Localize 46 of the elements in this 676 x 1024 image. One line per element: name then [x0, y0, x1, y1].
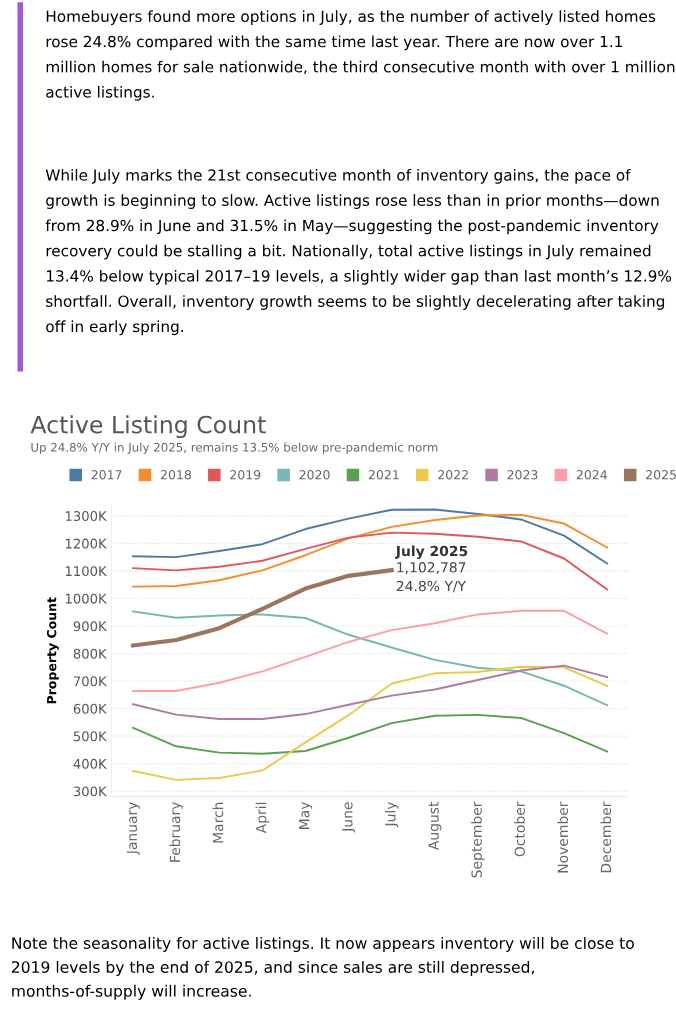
line-series	[132, 531, 609, 591]
x-tick-label: June	[342, 802, 356, 833]
legend-label: 2024	[576, 470, 607, 480]
y-tick-label: 600K	[73, 703, 107, 714]
x-tick-label: April	[255, 802, 270, 834]
text: Note the seasonality for active listings. It now appears inventory will be close to 2019 levels by the end of 2025, and since sales are still depressed, months-of-supply will increase.	[11, 936, 634, 1000]
chart-subtitle: Up 24.8% Y/Y in July 2025, remains 13.5% below pre-pandemic norm	[31, 442, 438, 455]
x-tick-label: July	[384, 801, 399, 828]
x-tick-label: October	[514, 801, 525, 857]
legend-label: 2018	[160, 470, 191, 480]
y-tick-label: 900K	[73, 621, 107, 632]
line-series	[132, 664, 609, 720]
line-series	[132, 610, 609, 707]
legend-label: 2021	[368, 470, 399, 480]
legend-label: 2025	[646, 470, 676, 480]
x-tick-label: May	[299, 801, 313, 829]
x-tick-label: February	[169, 801, 183, 862]
annotation: July 2025 1,102,787 24.8% Y/Y	[395, 545, 468, 593]
line-series	[132, 713, 609, 755]
y-tick-label: 700K	[73, 676, 107, 687]
legend-label: 2017	[91, 470, 122, 480]
y-axis-title: Property Count	[46, 597, 59, 704]
x-tick-label: December	[600, 801, 612, 873]
text: Homebuyers found more options in July, as the number of actively listed homes rose 24.8% compared with the same time last year. There are now over 1.1 million homes for sale nationwide, the third consecutive month with over 1 million active listings.	[46, 10, 675, 101]
y-tick-label: 800K	[73, 648, 107, 659]
line-series	[131, 568, 394, 648]
x-tick-label: March	[212, 802, 224, 843]
x-tick-label: January	[126, 801, 140, 855]
text: While July marks the 21st consecutive month of inventory gains, the pace of growth is beginning to slow. Active listings rose less than in prior months—down from 28.9% in June and 31.5% in May—suggesting the post-pandemic inventory recovery could be stalling a bit. Nationally, total active listings in July remained 13.4% below typical 2017–19 levels, a slightly wider gap than last month’s 12.9% shortfall. Overall, inventory growth seems to be slightly decelerating after taking off in early spring.	[45, 168, 672, 336]
legend-label: 2020	[299, 470, 330, 480]
y-tick-label: 300K	[73, 786, 107, 797]
line-series	[132, 609, 609, 692]
x-tick-label: November	[557, 801, 569, 873]
y-tick-label: 1000K	[65, 593, 107, 604]
y-tick-label: 1100K	[65, 566, 107, 577]
y-tick-label: 400K	[73, 758, 107, 769]
y-tick-label: 1200K	[65, 538, 107, 549]
x-tick-label: September	[471, 801, 485, 878]
line-series	[132, 665, 609, 781]
legend-label: 2023	[507, 470, 538, 480]
y-tick-label: 1300K	[65, 511, 107, 522]
chart-title: Active Listing Count	[30, 415, 266, 439]
legend-label: 2019	[230, 470, 261, 480]
y-tick-label: 500K	[73, 731, 107, 742]
x-tick-label: August	[428, 801, 442, 851]
legend-label: 2022	[438, 470, 468, 480]
